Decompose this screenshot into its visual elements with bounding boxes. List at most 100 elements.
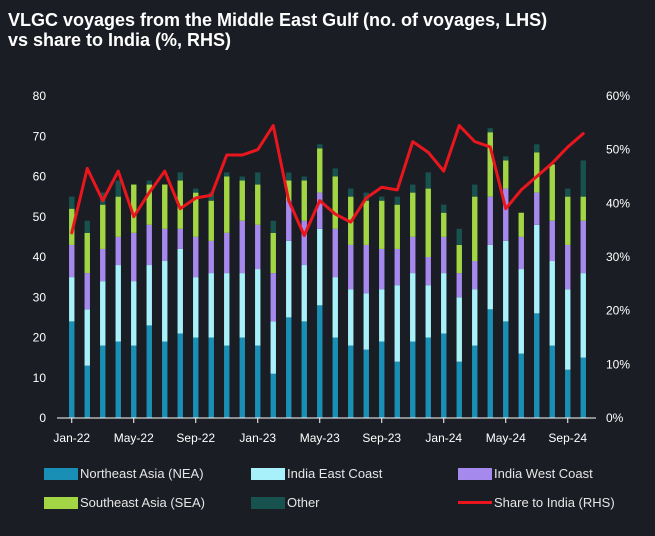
bar-india-east-dec-23 [425, 285, 431, 338]
bar-other-oct-24 [580, 160, 586, 197]
bar-india-east-may-22 [131, 281, 137, 346]
bar-sea-sep-24 [565, 196, 571, 245]
legend-swatch-india-east [251, 467, 285, 480]
bar-other-nov-22 [224, 172, 230, 177]
bar-india-west-dec-22 [239, 220, 245, 274]
bar-nea-sep-24 [565, 369, 571, 418]
right-tick-label: 0% [606, 411, 624, 425]
bar-india-west-feb-22 [84, 273, 90, 310]
bar-india-east-sep-23 [379, 289, 385, 342]
bar-other-sep-23 [379, 196, 385, 201]
bar-sea-oct-23 [394, 204, 400, 249]
x-tick-label: Sep-23 [362, 431, 401, 445]
right-tick-label: 50% [606, 143, 630, 157]
bar-sea-aug-24 [549, 164, 555, 221]
bar-india-west-nov-22 [224, 232, 230, 274]
bar-india-west-may-23 [317, 192, 323, 229]
bar-nea-jan-22 [69, 321, 75, 418]
bar-sea-jun-24 [518, 212, 524, 237]
x-tick-label: Sep-22 [176, 431, 215, 445]
bar-india-east-mar-22 [100, 281, 106, 346]
bar-india-west-nov-23 [410, 236, 416, 274]
bar-sea-oct-24 [580, 196, 586, 221]
left-tick-label: 50 [33, 210, 47, 224]
left-tick-label: 60 [33, 170, 47, 184]
bar-other-jun-22 [146, 180, 152, 185]
left-tick-label: 80 [33, 89, 47, 103]
bar-india-east-mar-24 [472, 289, 478, 346]
legend-swatch-sea [44, 496, 78, 509]
bar-sea-feb-24 [456, 244, 462, 274]
bar-sea-jul-24 [534, 152, 540, 193]
legend-item-nea: Northeast Asia (NEA) [44, 466, 204, 481]
right-axis-ticks: 0% 10% 20% 30% 40% 50% 60% [606, 89, 630, 425]
bar-india-east-jun-23 [332, 277, 338, 338]
bar-other-mar-24 [472, 184, 478, 197]
bar-nea-mar-23 [286, 317, 292, 419]
bar-other-feb-24 [456, 228, 462, 245]
bar-india-east-apr-24 [487, 244, 493, 310]
bar-nea-may-22 [131, 345, 137, 418]
bar-sea-mar-22 [100, 204, 106, 249]
x-tick-label: May-24 [486, 431, 526, 445]
bar-nea-feb-23 [270, 373, 276, 418]
bar-sea-apr-22 [115, 196, 121, 237]
bar-nea-dec-23 [425, 337, 431, 418]
bar-india-west-mar-24 [472, 261, 478, 290]
bar-other-sep-22 [193, 188, 199, 193]
bar-other-feb-23 [270, 220, 276, 233]
bar-other-feb-22 [84, 220, 90, 233]
bar-india-west-jan-23 [255, 224, 261, 270]
x-tick-label: May-23 [300, 431, 340, 445]
x-tick-label: Sep-24 [548, 431, 587, 445]
bar-india-east-sep-22 [193, 277, 199, 338]
right-tick-label: 30% [606, 250, 630, 264]
bar-india-west-mar-23 [286, 200, 292, 241]
bar-nea-sep-22 [193, 337, 199, 418]
legend-label-other: Other [287, 495, 320, 510]
bar-india-west-aug-22 [177, 228, 183, 249]
bar-nea-nov-23 [410, 341, 416, 418]
bar-sea-mar-23 [286, 180, 292, 201]
legend-swatch-other [251, 496, 285, 509]
bar-india-west-feb-24 [456, 273, 462, 298]
bar-india-west-sep-24 [565, 244, 571, 290]
bar-india-west-aug-23 [363, 244, 369, 294]
bar-india-east-apr-23 [301, 265, 307, 322]
bar-nea-nov-22 [224, 345, 230, 418]
bar-layer [69, 128, 586, 419]
bar-india-west-may-24 [503, 188, 509, 241]
left-tick-label: 20 [33, 331, 47, 345]
bar-nea-jun-22 [146, 325, 152, 418]
legend-label-india-east: India East Coast [287, 466, 383, 481]
x-tick-label: May-22 [114, 431, 154, 445]
bar-other-jan-22 [69, 196, 75, 209]
bar-india-west-jan-22 [69, 244, 75, 278]
chart: Jan-22 May-22 Sep-22 Jan-23 May-23 Sep-23 Jan-… [33, 89, 631, 445]
bar-sea-dec-22 [239, 180, 245, 221]
left-tick-label: 30 [33, 290, 47, 304]
bar-nea-aug-22 [177, 333, 183, 418]
bar-nea-oct-23 [394, 361, 400, 418]
right-tick-label: 20% [606, 304, 630, 318]
legend-label-share-india: Share to India (RHS) [494, 495, 615, 510]
bar-india-east-apr-22 [115, 265, 121, 342]
bar-india-west-oct-23 [394, 248, 400, 286]
bar-other-apr-24 [487, 128, 493, 133]
bar-nea-sep-23 [379, 341, 385, 418]
bar-nea-apr-24 [487, 309, 493, 418]
legend-item-share-india: Share to India (RHS) [458, 495, 615, 510]
bar-india-west-oct-22 [208, 240, 214, 274]
bar-sea-dec-23 [425, 188, 431, 257]
bar-india-east-dec-22 [239, 273, 245, 338]
bar-other-sep-24 [565, 188, 571, 197]
bar-other-jul-23 [348, 188, 354, 197]
bar-nea-jul-23 [348, 345, 354, 418]
legend-swatch-nea [44, 467, 78, 480]
bar-india-west-jun-24 [518, 236, 524, 270]
bar-sea-jun-22 [146, 184, 152, 225]
bar-nea-aug-23 [363, 349, 369, 418]
bar-india-west-apr-23 [301, 220, 307, 266]
legend-swatch-india-west [458, 467, 492, 480]
bar-sea-feb-22 [84, 232, 90, 274]
